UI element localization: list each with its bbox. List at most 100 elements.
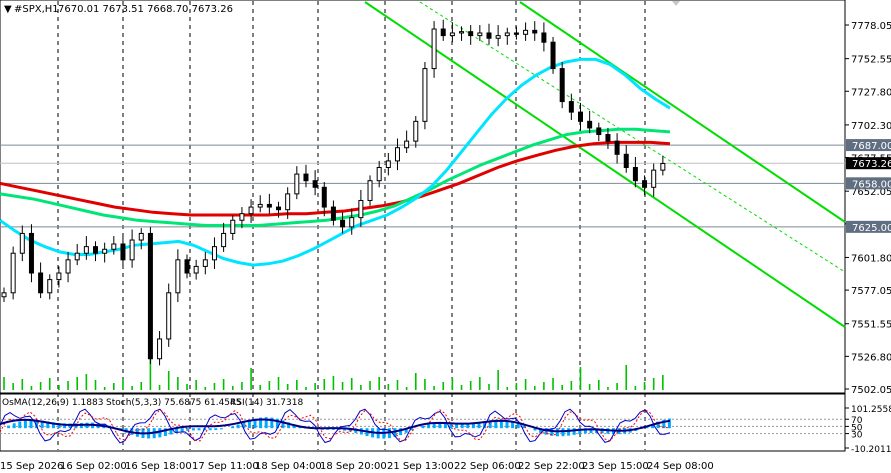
candle-body[interactable] bbox=[321, 186, 327, 208]
candle-body[interactable] bbox=[559, 68, 565, 103]
osc-tick-label: 30 bbox=[851, 431, 863, 441]
candle-body[interactable] bbox=[202, 259, 208, 267]
candle-body[interactable] bbox=[102, 248, 108, 254]
candle-body[interactable] bbox=[513, 32, 519, 35]
candle-body[interactable] bbox=[330, 206, 336, 221]
candle-body[interactable] bbox=[614, 140, 620, 155]
candle-body[interactable] bbox=[376, 167, 382, 182]
candle-body[interactable] bbox=[129, 239, 135, 261]
candle-body[interactable] bbox=[394, 147, 400, 162]
candle-body[interactable] bbox=[468, 31, 474, 37]
candle-body[interactable] bbox=[486, 32, 492, 39]
candle-body[interactable] bbox=[340, 219, 346, 228]
candle-body[interactable] bbox=[47, 279, 53, 294]
trend-channel[interactable] bbox=[364, 1, 846, 328]
price-tick-label: 7727.80 bbox=[851, 87, 891, 98]
candle-body[interactable] bbox=[358, 199, 364, 219]
candle-body[interactable] bbox=[19, 232, 25, 254]
candle-body[interactable] bbox=[568, 101, 574, 113]
ma-fast-line bbox=[0, 57, 671, 267]
candle-body[interactable] bbox=[303, 173, 309, 182]
candle-body[interactable] bbox=[623, 153, 629, 169]
candle-body[interactable] bbox=[276, 206, 282, 211]
candle-body[interactable] bbox=[83, 246, 89, 254]
candle-body[interactable] bbox=[138, 232, 144, 241]
candle-body[interactable] bbox=[632, 167, 638, 182]
candle-body[interactable] bbox=[541, 32, 547, 43]
candle-body[interactable] bbox=[440, 28, 446, 37]
candle-body[interactable] bbox=[413, 120, 419, 142]
candle-body[interactable] bbox=[239, 213, 245, 221]
candle-body[interactable] bbox=[459, 31, 465, 34]
candle-body[interactable] bbox=[93, 246, 99, 254]
ohlc-values: 7670.01 7673.51 7668.70 7673.26 bbox=[58, 4, 233, 15]
candle-body[interactable] bbox=[65, 259, 71, 274]
candle-body[interactable] bbox=[38, 272, 44, 294]
volume-histogram bbox=[3, 338, 664, 390]
candle-body[interactable] bbox=[596, 127, 602, 136]
candle-body[interactable] bbox=[294, 173, 300, 195]
candle-body[interactable] bbox=[1, 292, 7, 298]
candle-body[interactable] bbox=[74, 252, 80, 261]
candle-body[interactable] bbox=[285, 193, 291, 211]
rsi-label: RSI(14) 31.7318 bbox=[230, 398, 303, 408]
candle-body[interactable] bbox=[404, 140, 410, 149]
horizontal-levels[interactable] bbox=[0, 144, 845, 228]
rsi-line bbox=[0, 418, 671, 435]
candle-body[interactable] bbox=[367, 180, 373, 201]
candle-body[interactable] bbox=[10, 252, 16, 294]
candle-body[interactable] bbox=[56, 272, 62, 281]
candle-body[interactable] bbox=[587, 120, 593, 129]
candle-body[interactable] bbox=[193, 265, 199, 274]
candle-body[interactable] bbox=[221, 232, 227, 248]
candle-body[interactable] bbox=[550, 41, 556, 70]
candle-body[interactable] bbox=[385, 160, 391, 169]
price-tag[interactable] bbox=[846, 139, 891, 152]
candle-body[interactable] bbox=[111, 243, 117, 250]
candle-body[interactable] bbox=[175, 259, 181, 294]
time-tick-label: 22 Sep 06:00 bbox=[454, 461, 521, 472]
candle-body[interactable] bbox=[422, 68, 428, 122]
time-tick-label: 15 Sep 2026 bbox=[0, 461, 63, 472]
candle-body[interactable] bbox=[349, 217, 355, 228]
dropdown-arrow-icon[interactable]: ▼ bbox=[4, 4, 12, 15]
candle-body[interactable] bbox=[312, 180, 318, 188]
channel-lower-line[interactable] bbox=[364, 1, 846, 328]
candle-body[interactable] bbox=[651, 169, 657, 188]
scroll-marker-icon[interactable] bbox=[672, 1, 680, 6]
candle-body[interactable] bbox=[495, 35, 501, 39]
candle-body[interactable] bbox=[660, 163, 666, 171]
candle-body[interactable] bbox=[230, 219, 236, 234]
time-tick-label: 18 Sep 20:00 bbox=[320, 461, 387, 472]
candle-body[interactable] bbox=[431, 28, 437, 70]
candle-body[interactable] bbox=[266, 203, 272, 208]
osc-tick-label: 101.2558 bbox=[851, 405, 891, 415]
candle-body[interactable] bbox=[504, 32, 510, 37]
candle-body[interactable] bbox=[532, 29, 538, 34]
candles[interactable] bbox=[1, 19, 666, 366]
candle-body[interactable] bbox=[120, 243, 126, 261]
candle-body[interactable] bbox=[523, 29, 529, 35]
candle-body[interactable] bbox=[257, 203, 263, 208]
candle-body[interactable] bbox=[28, 232, 34, 274]
price-tag[interactable] bbox=[846, 157, 891, 170]
candle-body[interactable] bbox=[605, 134, 611, 142]
channel-upper-line[interactable] bbox=[519, 1, 846, 223]
candle-body[interactable] bbox=[157, 338, 163, 360]
candle-body[interactable] bbox=[577, 111, 583, 122]
price-tag-label: 7658.00 bbox=[852, 179, 891, 190]
price-tag[interactable] bbox=[846, 177, 891, 190]
candle-body[interactable] bbox=[166, 292, 172, 340]
price-tag[interactable] bbox=[846, 220, 891, 233]
candle-body[interactable] bbox=[211, 246, 217, 261]
candle-body[interactable] bbox=[147, 232, 153, 360]
candle-body[interactable] bbox=[184, 259, 190, 274]
candle-body[interactable] bbox=[248, 206, 254, 215]
candle-body[interactable] bbox=[642, 180, 648, 188]
time-tick-label: 17 Sep 11:00 bbox=[192, 461, 259, 472]
candle-body[interactable] bbox=[449, 32, 455, 37]
price-tick-label: 7652.05 bbox=[851, 187, 891, 198]
candle-body[interactable] bbox=[477, 32, 483, 37]
